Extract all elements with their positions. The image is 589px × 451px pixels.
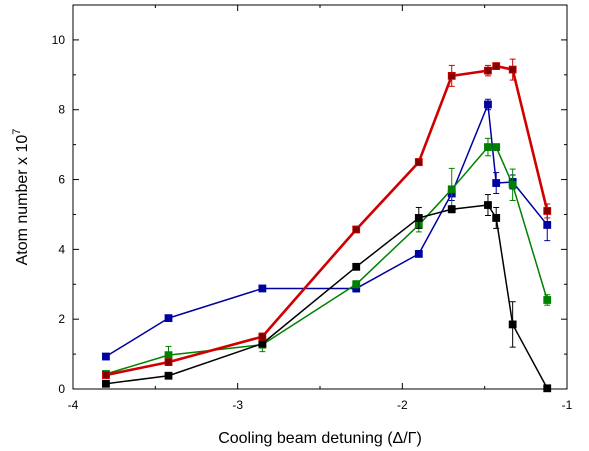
y-axis-title-exponent: 7: [11, 129, 23, 135]
data-point: [164, 314, 173, 323]
y-tick-label: 0: [58, 382, 65, 396]
data-point: [447, 185, 456, 194]
x-axis-title: Cooling beam detuning (Δ/Γ): [218, 430, 422, 447]
data-point: [102, 371, 110, 379]
data-point: [414, 250, 423, 258]
data-point: [508, 180, 517, 189]
data-point: [102, 352, 110, 361]
y-tick-label: 2: [58, 312, 65, 326]
y-axis-title-main: Atom number x 10: [14, 135, 31, 266]
data-point: [258, 332, 267, 341]
series-line: [105, 204, 548, 389]
series-line: [105, 146, 548, 375]
data-point: [258, 339, 267, 348]
data-point: [164, 351, 173, 360]
x-tick-label: -2: [397, 398, 408, 412]
x-tick-label: -1: [562, 398, 573, 412]
series-4: [102, 58, 552, 379]
x-tick-label: -4: [68, 398, 79, 412]
data-point: [543, 384, 552, 393]
data-point: [484, 201, 492, 209]
data-point: [492, 143, 501, 151]
data-point: [414, 158, 423, 166]
data-point: [508, 320, 517, 329]
data-point: [508, 65, 517, 74]
x-tick-label: -3: [232, 398, 243, 412]
data-point: [543, 207, 552, 215]
data-point: [543, 296, 552, 304]
series-3: [102, 194, 552, 393]
data-point: [258, 284, 267, 293]
data-point: [484, 143, 492, 151]
series-line: [105, 64, 549, 377]
series-layer: [102, 58, 552, 393]
y-tick-label: 8: [58, 103, 65, 117]
tick-labels: -4 -3 -2 -1 0 2 4 6 8 10: [52, 33, 573, 412]
data-point: [352, 225, 361, 234]
data-point: [492, 179, 501, 187]
series-1: [102, 98, 552, 361]
data-point: [543, 221, 552, 229]
data-point: [102, 379, 110, 388]
data-point: [484, 100, 492, 109]
data-point: [164, 371, 173, 380]
data-point: [164, 358, 173, 367]
data-point: [352, 280, 361, 289]
axis-ticks: [72, 5, 568, 390]
y-axis-title: Atom number x 107: [11, 129, 31, 266]
series-2: [102, 137, 552, 378]
y-tick-label: 6: [58, 173, 65, 187]
data-point: [492, 214, 501, 222]
data-point: [484, 66, 492, 75]
data-point: [352, 262, 361, 271]
y-tick-label: 4: [58, 242, 65, 256]
data-point: [447, 205, 456, 214]
data-point: [414, 214, 423, 222]
series-line: [105, 103, 548, 358]
data-point: [492, 62, 501, 70]
y-tick-label: 10: [52, 33, 66, 47]
data-point: [447, 71, 456, 80]
